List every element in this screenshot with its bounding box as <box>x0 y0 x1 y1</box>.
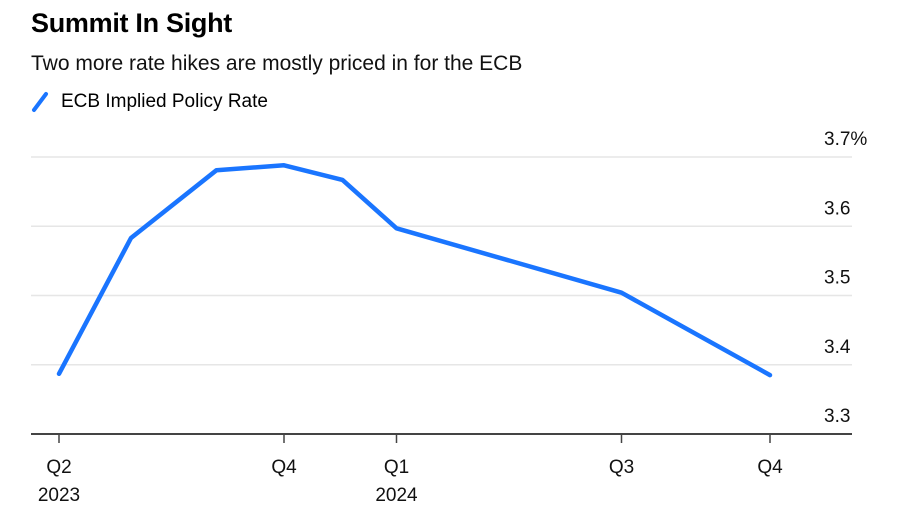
x-tick-label: Q4 <box>757 457 783 478</box>
legend: ECB Implied Policy Rate <box>31 91 268 113</box>
x-tick-label: Q3 <box>609 457 634 478</box>
x-tick-label: Q2 <box>46 457 71 478</box>
y-tick-label: 3.5 <box>824 268 850 289</box>
chart-subtitle: Two more rate hikes are mostly priced in… <box>31 52 523 75</box>
legend-swatch-icon <box>32 92 48 112</box>
gridlines <box>31 156 852 366</box>
legend-label: ECB Implied Policy Rate <box>61 91 268 112</box>
y-axis-labels: 3.3 3.4 3.5 3.6 3.7% <box>824 129 867 427</box>
x-tick-sublabel: 2023 <box>38 485 80 506</box>
series-line-ecb-implied-policy-rate <box>56 163 773 378</box>
x-axis-labels: Q2 2023 Q4 Q1 2024 Q3 Q4 <box>38 457 783 506</box>
x-tick-label: Q1 <box>384 457 409 478</box>
x-tick-label: Q4 <box>271 457 297 478</box>
x-axis <box>31 433 852 443</box>
y-tick-label: 3.6 <box>824 198 850 219</box>
chart-title: Summit In Sight <box>31 8 232 38</box>
series-layer <box>56 163 773 378</box>
x-tick-sublabel: 2024 <box>375 485 418 506</box>
y-tick-label: 3.7% <box>824 129 867 150</box>
y-tick-label: 3.4 <box>824 337 851 358</box>
y-tick-label: 3.3 <box>824 406 850 427</box>
